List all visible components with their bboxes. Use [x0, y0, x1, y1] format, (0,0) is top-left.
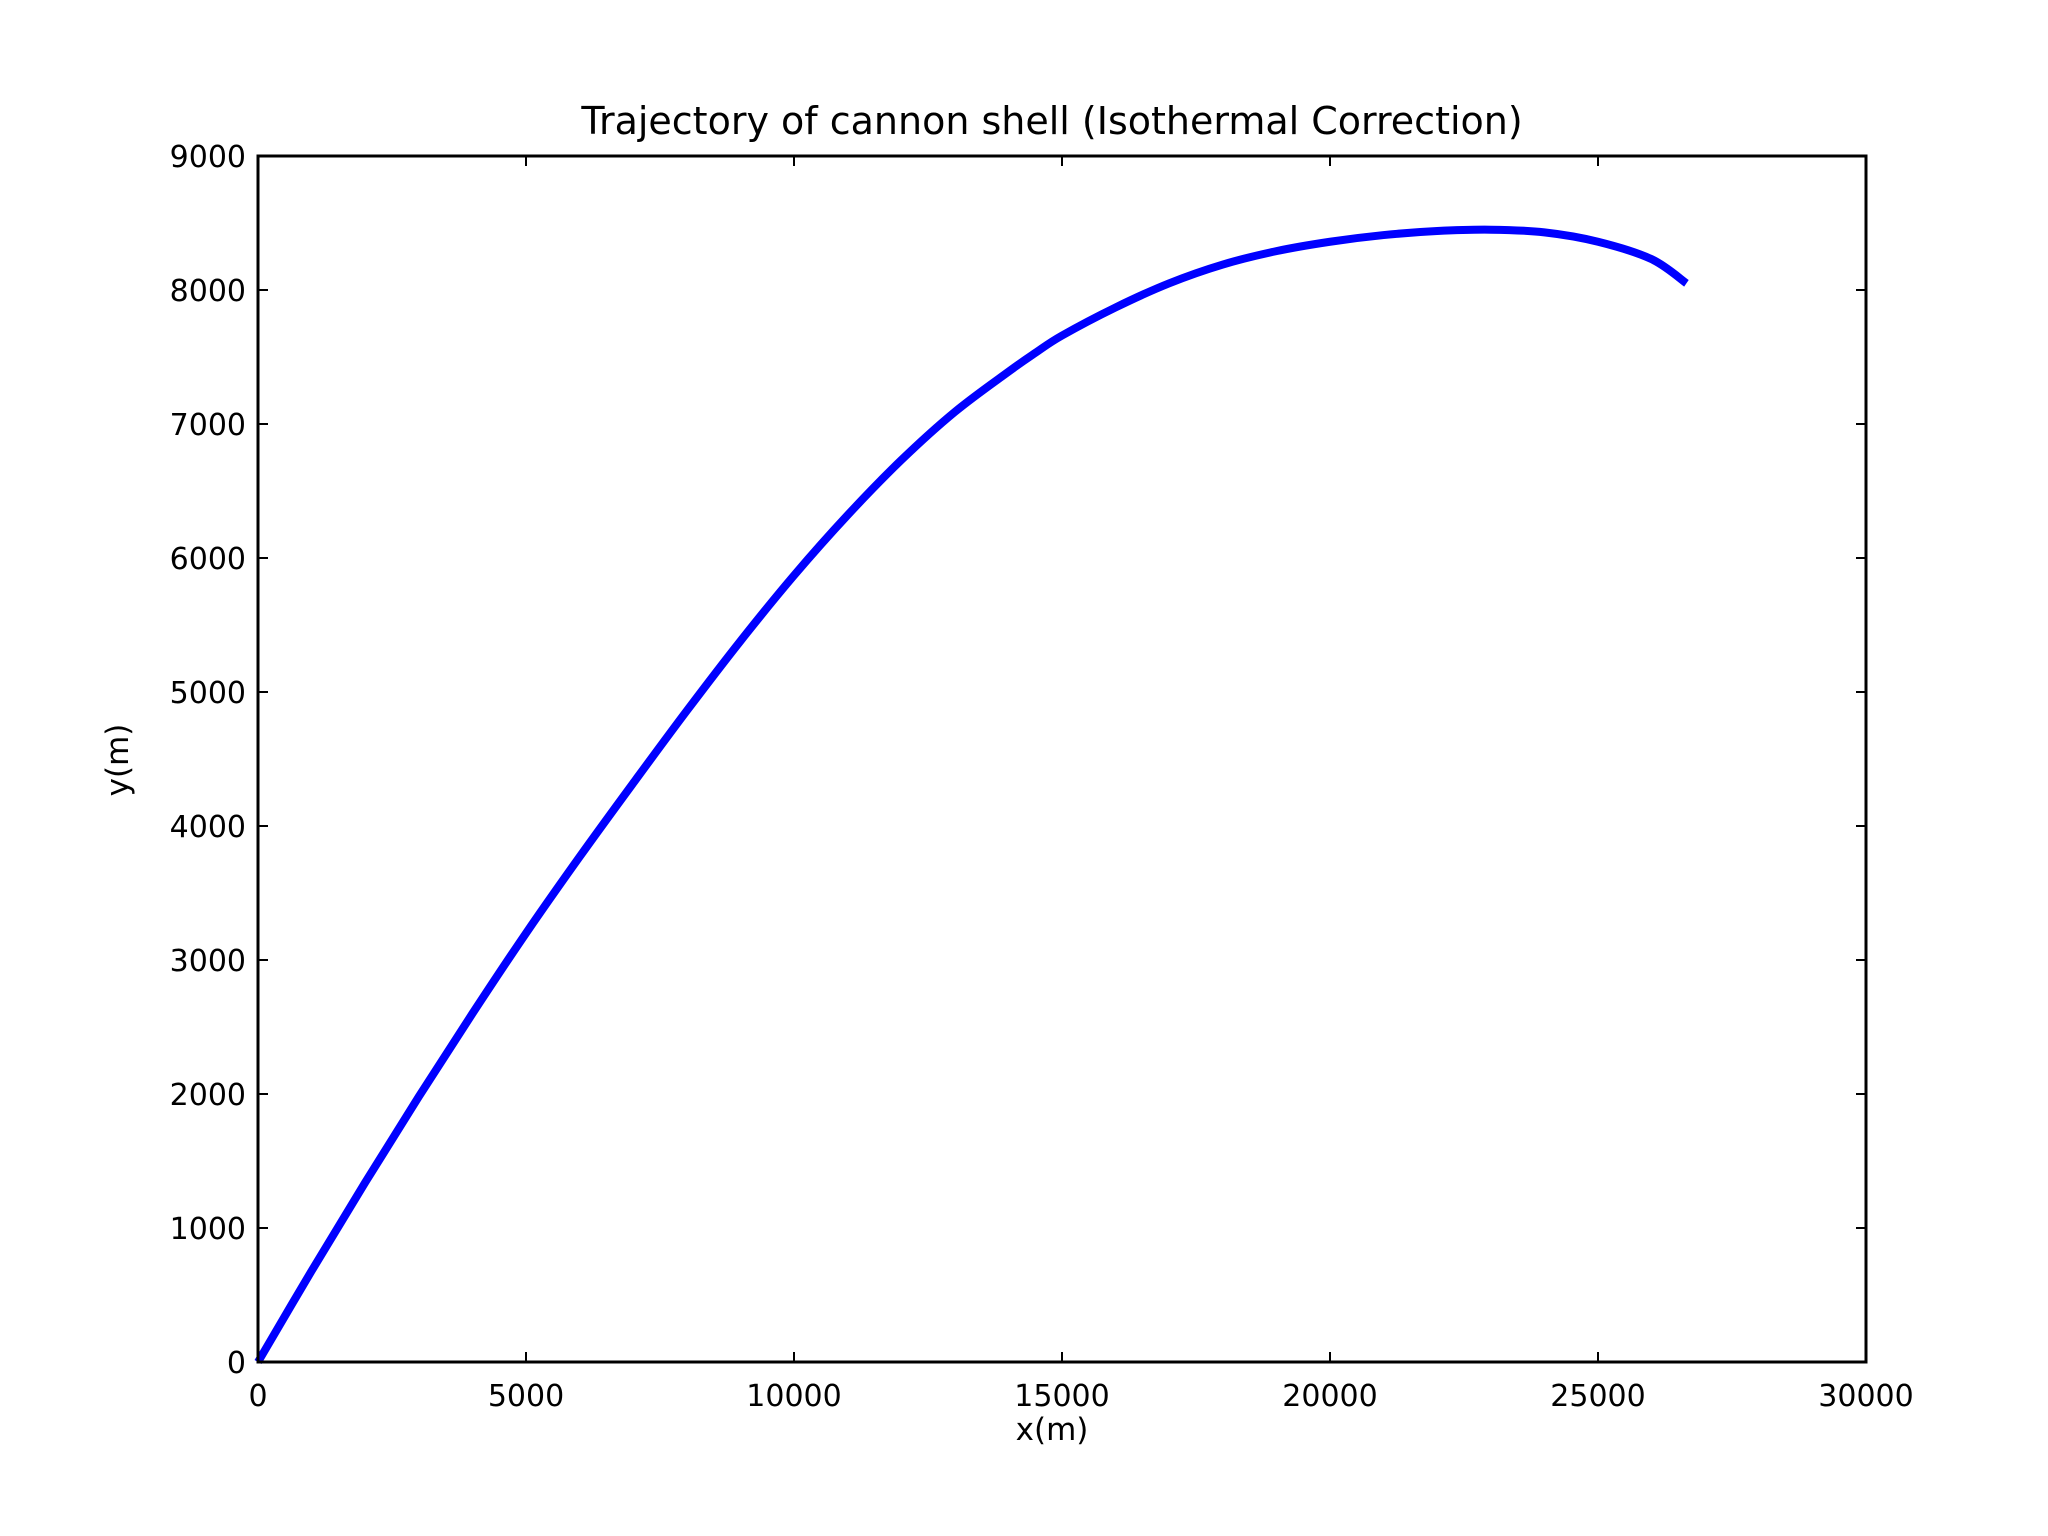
y-tick-label: 1000: [170, 1212, 246, 1247]
x-tick-label: 0: [248, 1379, 267, 1414]
y-tick-label: 7000: [170, 408, 246, 443]
y-tick-label: 3000: [170, 944, 246, 979]
y-tick-label: 4000: [170, 810, 246, 845]
y-tick-label: 9000: [170, 140, 246, 175]
x-tick-label: 30000: [1818, 1379, 1913, 1414]
y-axis-ticks: 0 1000 2000 3000 4000 5000 6000 7000 8000 9000: [170, 140, 1866, 1381]
plot-frame: [256, 154, 1868, 1364]
chart-title: Trajectory of cannon shell (Isothermal C…: [580, 99, 1522, 143]
y-tick-label: 2000: [170, 1078, 246, 1113]
x-tick-label: 5000: [488, 1379, 564, 1414]
series-group: [254, 225, 1689, 1365]
y-tick-label: 5000: [170, 676, 246, 711]
y-tick-label: 6000: [170, 542, 246, 577]
y-tick-label: 8000: [170, 274, 246, 309]
x-tick-label: 10000: [746, 1379, 841, 1414]
y-tick-label: 0: [227, 1346, 246, 1381]
x-tick-label: 15000: [1014, 1379, 1109, 1414]
y-axis-label: y(m): [100, 724, 136, 797]
trajectory-line: [254, 225, 1689, 1365]
x-tick-label: 20000: [1282, 1379, 1377, 1414]
x-tick-label: 25000: [1550, 1379, 1645, 1414]
x-axis-label: x(m): [1016, 1412, 1089, 1448]
x-axis-ticks: 0 5000 10000 15000 20000 25000 30000: [248, 156, 1914, 1414]
